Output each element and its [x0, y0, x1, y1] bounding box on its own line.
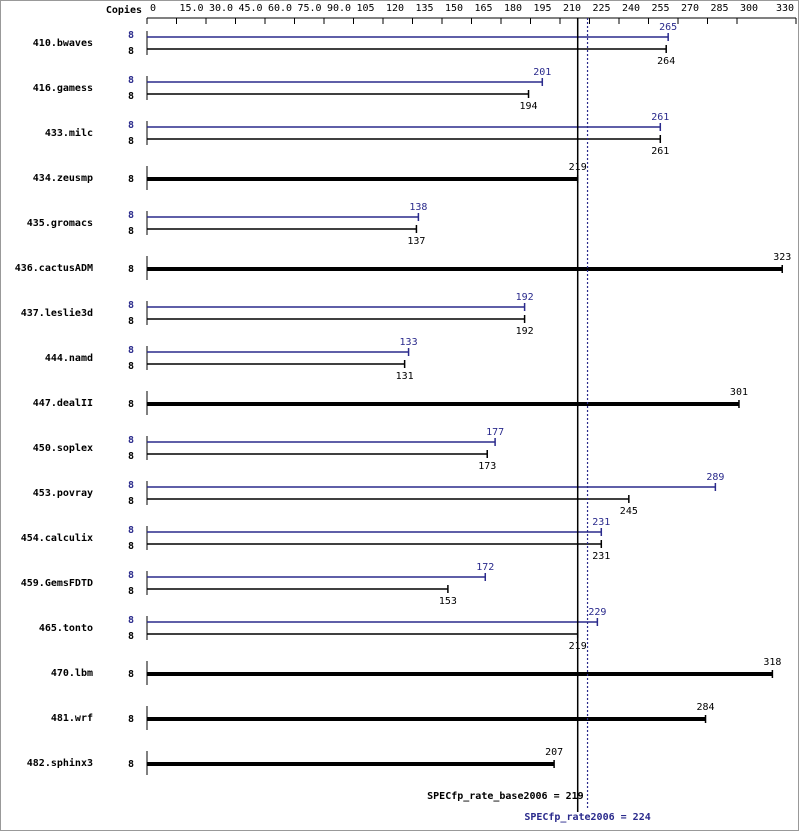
peak-copies: 8: [128, 345, 134, 356]
base-copies: 8: [128, 361, 134, 372]
base-copies: 8: [128, 46, 134, 57]
x-tick-label: 255: [652, 3, 670, 14]
value-label: 261: [651, 146, 669, 157]
benchmark-name: 450.soplex: [33, 443, 93, 454]
x-tick-label: 135: [416, 3, 434, 14]
x-tick-label: 195: [534, 3, 552, 14]
value-label: 207: [545, 747, 563, 758]
x-tick-label: 60.0: [268, 3, 292, 14]
benchmark-name: 470.lbm: [51, 668, 93, 679]
reference-label: SPECfp_rate2006 = 224: [524, 812, 650, 823]
x-tick-label: 45.0: [239, 3, 263, 14]
peak-copies: 8: [128, 75, 134, 86]
benchmark-name: 435.gromacs: [27, 218, 93, 229]
x-tick-label: 210: [563, 3, 581, 14]
benchmark-name: 437.leslie3d: [21, 307, 93, 319]
benchmark-name: 436.cactusADM: [15, 263, 93, 274]
copies-header: Copies: [106, 4, 142, 16]
value-label: 172: [476, 562, 494, 573]
benchmark-name: 416.gamess: [33, 83, 93, 94]
value-label: 192: [516, 326, 534, 337]
peak-copies: 8: [128, 525, 134, 536]
x-tick-label: 105: [357, 3, 375, 14]
benchmark-name: 433.milc: [45, 127, 93, 139]
peak-copies: 8: [128, 300, 134, 311]
base-copies: 8: [128, 91, 134, 102]
x-tick-label: 0: [150, 3, 156, 14]
benchmark-name: 459.GemsFDTD: [21, 578, 93, 589]
x-tick-label: 240: [622, 3, 640, 14]
x-tick-label: 300: [740, 3, 758, 14]
value-label: 245: [620, 506, 638, 517]
x-tick-label: 15.0: [180, 3, 204, 14]
value-label: 177: [486, 427, 504, 438]
value-label: 284: [697, 702, 715, 713]
x-tick-label: 120: [386, 3, 404, 14]
benchmark-name: 481.wrf: [51, 713, 93, 724]
value-label: 173: [478, 461, 496, 472]
value-label: 201: [533, 67, 551, 78]
value-label: 137: [407, 236, 425, 247]
value-label: 261: [651, 112, 669, 123]
base-copies: 8: [128, 586, 134, 597]
value-label: 323: [773, 252, 791, 263]
benchmark-name: 447.dealII: [33, 398, 93, 409]
value-label: 301: [730, 387, 748, 398]
base-copies: 8: [128, 399, 134, 410]
base-copies: 8: [128, 541, 134, 552]
benchmark-name: 454.calculix: [21, 532, 93, 544]
x-tick-label: 285: [711, 3, 729, 14]
peak-copies: 8: [128, 570, 134, 581]
peak-copies: 8: [128, 120, 134, 131]
value-label: 231: [592, 517, 610, 528]
base-copies: 8: [128, 136, 134, 147]
benchmark-name: 453.povray: [33, 488, 93, 499]
value-label: 131: [396, 371, 414, 382]
base-copies: 8: [128, 264, 134, 275]
x-tick-label: 165: [475, 3, 493, 14]
base-copies: 8: [128, 669, 134, 680]
base-copies: 8: [128, 174, 134, 185]
value-label: 264: [657, 56, 675, 67]
value-label: 194: [520, 101, 538, 112]
value-label: 192: [516, 292, 534, 303]
benchmark-name: 465.tonto: [39, 623, 93, 634]
value-label: 231: [592, 551, 610, 562]
value-label: 318: [763, 657, 781, 668]
reference-label: SPECfp_rate_base2006 = 219: [427, 791, 584, 802]
base-copies: 8: [128, 496, 134, 507]
value-label: 133: [400, 337, 418, 348]
x-tick-label: 180: [504, 3, 522, 14]
value-label: 138: [409, 202, 427, 213]
x-tick-label: 150: [445, 3, 463, 14]
base-copies: 8: [128, 316, 134, 327]
x-tick-label: 225: [593, 3, 611, 14]
benchmark-name: 410.bwaves: [33, 38, 93, 49]
x-tick-label: 270: [681, 3, 699, 14]
x-tick-label: 30.0: [209, 3, 233, 14]
base-copies: 8: [128, 714, 134, 725]
peak-copies: 8: [128, 210, 134, 221]
base-copies: 8: [128, 226, 134, 237]
value-label: 289: [706, 472, 724, 483]
benchmark-name: 482.sphinx3: [27, 757, 93, 769]
peak-copies: 8: [128, 30, 134, 41]
benchmark-name: 444.namd: [45, 353, 93, 364]
value-label: 265: [659, 22, 677, 33]
x-tick-label: 75.0: [298, 3, 322, 14]
base-copies: 8: [128, 759, 134, 770]
peak-copies: 8: [128, 480, 134, 491]
value-label: 153: [439, 596, 457, 607]
peak-copies: 8: [128, 615, 134, 626]
x-tick-label: 330: [776, 3, 794, 14]
peak-copies: 8: [128, 435, 134, 446]
base-copies: 8: [128, 631, 134, 642]
value-label: 229: [588, 607, 606, 618]
benchmark-name: 434.zeusmp: [33, 173, 93, 184]
x-tick-label: 90.0: [327, 3, 351, 14]
base-copies: 8: [128, 451, 134, 462]
